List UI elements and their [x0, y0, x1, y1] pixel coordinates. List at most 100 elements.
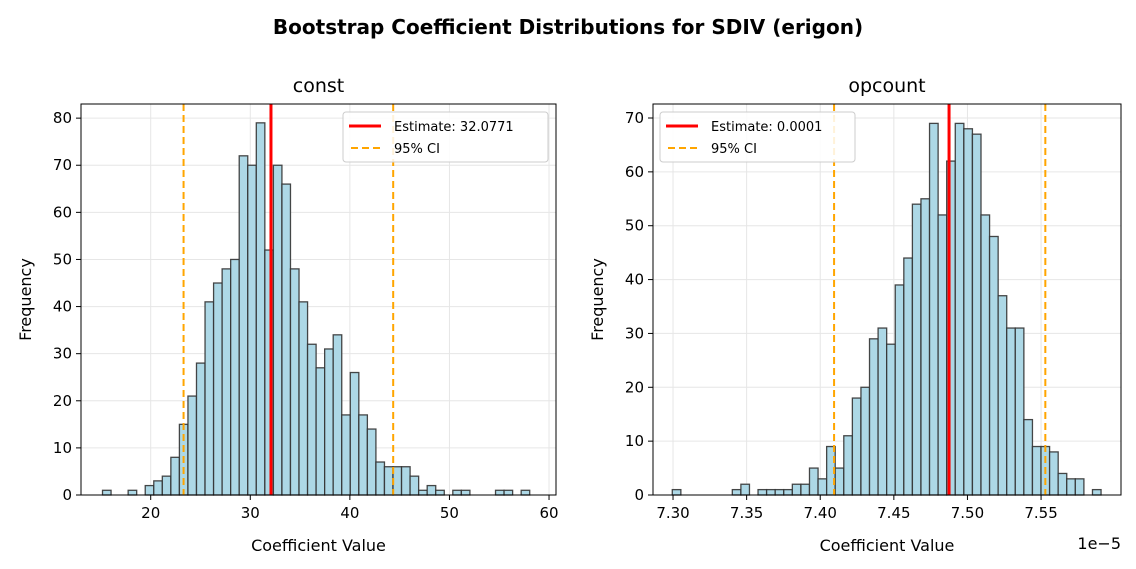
x-tick-label: 40 [340, 504, 359, 522]
histogram-bar [460, 489, 471, 496]
panel-opcount: 7.30 7.35 7.40 7.45 7.50 7.55 0 10 20 30 40 50 60 70 o… [588, 75, 1122, 555]
histogram-bar [212, 282, 223, 496]
histogram-bar [435, 489, 445, 496]
y-tick-label: 0 [634, 486, 644, 504]
histogram-bar [886, 343, 896, 496]
histogram-bar [366, 428, 377, 496]
x-tick-label: 7.55 [1024, 504, 1057, 522]
axes-frame [652, 103, 1122, 496]
x-tick-label: 30 [241, 504, 260, 522]
legend-ci-label: 95% CI [711, 142, 757, 157]
histogram-bar [843, 435, 854, 496]
histogram-bar [894, 284, 905, 496]
y-axis-label: Frequency [588, 258, 607, 341]
histogram-bar [1091, 488, 1102, 496]
histogram-bar [783, 488, 793, 496]
histogram-bar [392, 466, 403, 496]
histogram-bar [808, 467, 819, 496]
y-tick-label: 10 [53, 439, 72, 457]
histogram-bar [834, 467, 845, 496]
histogram-bar [1023, 418, 1034, 496]
y-tick-label: 70 [625, 109, 644, 127]
histogram-bar [1048, 451, 1059, 496]
y-tick-label: 30 [53, 345, 72, 363]
histogram-bar [877, 327, 888, 496]
x-tick-label: 7.50 [951, 504, 984, 522]
x-tick-label: 20 [141, 504, 160, 522]
histogram-bar [153, 480, 163, 496]
histogram-bar [928, 122, 939, 496]
histogram-bar [230, 258, 240, 496]
histogram-bar [954, 122, 965, 496]
histogram-bar [1031, 445, 1042, 496]
axes-frame [80, 103, 557, 496]
histogram-bar [988, 235, 999, 496]
histogram-bar [740, 483, 751, 496]
x-axis-label: Coefficient Value [251, 536, 386, 555]
histogram-bar [144, 484, 155, 496]
histogram-bar [774, 488, 785, 496]
histogram-bar [494, 489, 505, 496]
y-tick-label: 80 [53, 109, 72, 127]
x-tick-label: 50 [440, 504, 459, 522]
histogram-bar [289, 268, 300, 496]
histogram-bar [1014, 327, 1025, 496]
histogram-bar [868, 338, 879, 496]
histogram-bar [963, 128, 974, 496]
histogram-bar [383, 466, 394, 496]
histogram-bar [671, 488, 682, 496]
histogram-bar [997, 295, 1008, 496]
histogram-bar [161, 475, 172, 496]
histogram-bar [731, 488, 742, 496]
histogram-bar [349, 371, 360, 496]
histogram-bar [817, 478, 828, 496]
histogram-bar [324, 348, 334, 496]
histogram-bar [417, 489, 428, 496]
y-tick-label: 20 [625, 378, 644, 396]
histogram-bar [238, 155, 249, 496]
histogram-bar [247, 164, 257, 496]
histogram-bar [281, 183, 292, 496]
legend-ci-label: 95% CI [394, 142, 440, 157]
y-tick-label: 40 [53, 298, 72, 316]
legend-box [342, 111, 549, 163]
histogram-bar [101, 489, 112, 496]
y-tick-label: 60 [625, 163, 644, 181]
histogram-bar [127, 489, 138, 496]
subplot-title: const [293, 75, 344, 97]
histogram-bar [315, 367, 326, 496]
histogram-bar [1074, 478, 1085, 496]
histogram-bar [187, 395, 198, 496]
histogram-bar [851, 397, 862, 496]
y-tick-label: 50 [53, 250, 72, 268]
histogram-bar [1066, 478, 1076, 496]
y-tick-label: 50 [625, 217, 644, 235]
histogram-bar [503, 489, 514, 496]
subplot-title: opcount [848, 75, 925, 97]
x-offset-text: 1e−5 [1077, 534, 1121, 553]
histogram-bar [332, 334, 343, 496]
histogram-bar [358, 414, 369, 496]
histogram-bar [426, 484, 437, 496]
histogram-bar [400, 466, 411, 496]
histogram-bar [520, 489, 531, 496]
figure-title: Bootstrap Coefficient Distributions for … [273, 15, 863, 39]
histogram-bar [298, 301, 309, 496]
x-tick-label: 7.40 [804, 504, 837, 522]
histogram-bar [1057, 472, 1068, 496]
histogram-bar [221, 268, 232, 496]
y-tick-label: 0 [62, 486, 72, 504]
x-tick-label: 7.45 [877, 504, 910, 522]
histogram-bar [800, 483, 811, 496]
histogram-bar [170, 456, 181, 496]
histogram-bar [903, 257, 914, 496]
histogram-bar [860, 386, 871, 496]
x-axis-label: Coefficient Value [820, 536, 955, 555]
y-tick-label: 20 [53, 392, 72, 410]
histogram-bar [255, 122, 266, 496]
histogram-bar [757, 488, 768, 496]
histogram-bar [306, 343, 317, 496]
y-axis-label: Frequency [16, 258, 35, 341]
y-tick-label: 60 [53, 203, 72, 221]
histogram-bar [971, 133, 982, 496]
